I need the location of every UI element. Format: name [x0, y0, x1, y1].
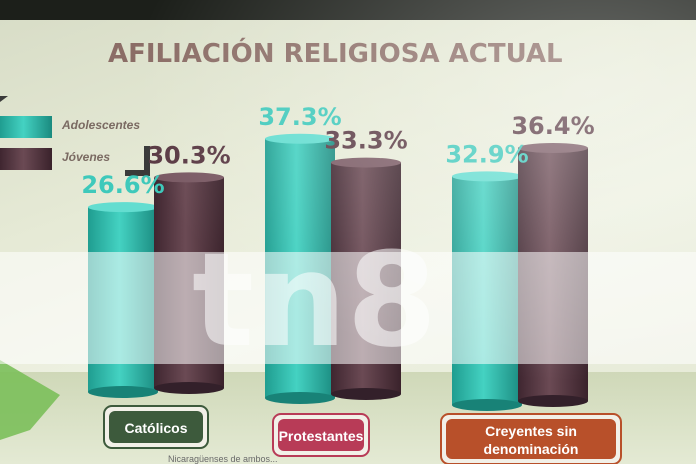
category-badge-fill [446, 419, 616, 459]
bar-top [154, 172, 224, 183]
legend-label-adolescentes: Adolescentes [61, 118, 140, 132]
bar-bottom [452, 399, 522, 411]
bar-top [88, 202, 158, 213]
category-badge-1: Protestantes [272, 413, 370, 457]
bar-bottom [88, 386, 158, 398]
footnote: Nicaragüenses de ambos... [168, 454, 278, 464]
value-label-1-1: 33.3% [324, 127, 407, 155]
bar-bottom [265, 392, 335, 404]
legend-corner-mark [125, 146, 150, 176]
legend-label-jovenes: Jóvenes [62, 150, 110, 164]
category-label-0-0: Católicos [124, 420, 187, 436]
category-label-2-0: Creyentes sin [485, 423, 577, 439]
category-labels: Católicos Protestantes Creyentes sin denomi… [103, 405, 622, 464]
category-badge-0: Católicos [103, 405, 209, 449]
floor-edge-left [0, 360, 60, 440]
bar-bottom [518, 395, 588, 407]
category-badge-2: Creyentes sin denominación [440, 413, 622, 464]
legend: Adolescentes Jóvenes [0, 96, 150, 176]
bar-bottom [331, 388, 401, 400]
legend-swatch-adolescentes [0, 116, 52, 138]
category-label-1-0: Protestantes [279, 428, 364, 444]
chart-title: AFILIACIÓN RELIGIOSA ACTUAL [108, 37, 563, 69]
legend-corner-mark-top [0, 96, 8, 102]
value-label-1-0: 37.3% [258, 103, 341, 131]
value-label-0-0: 26.6% [81, 171, 164, 199]
bar-top [331, 157, 401, 168]
category-badge-fill [109, 411, 203, 443]
bar-bottom [154, 382, 224, 394]
value-label-0-1: 30.3% [147, 141, 230, 169]
bar-top [452, 171, 522, 182]
watermark-band [0, 252, 696, 364]
value-label-2-1: 36.4% [511, 112, 594, 140]
category-badge-fill [278, 419, 364, 451]
value-label-2-0: 32.9% [445, 140, 528, 168]
watermark-logo: tn8 [192, 224, 437, 376]
bar-top [518, 143, 588, 154]
value-labels: 26.6%30.3% 37.3%33.3% 32.9%36.4% [81, 103, 594, 199]
category-label-2-1: denominación [484, 441, 579, 457]
legend-swatch-jovenes [0, 148, 52, 170]
bar-top [265, 133, 335, 144]
